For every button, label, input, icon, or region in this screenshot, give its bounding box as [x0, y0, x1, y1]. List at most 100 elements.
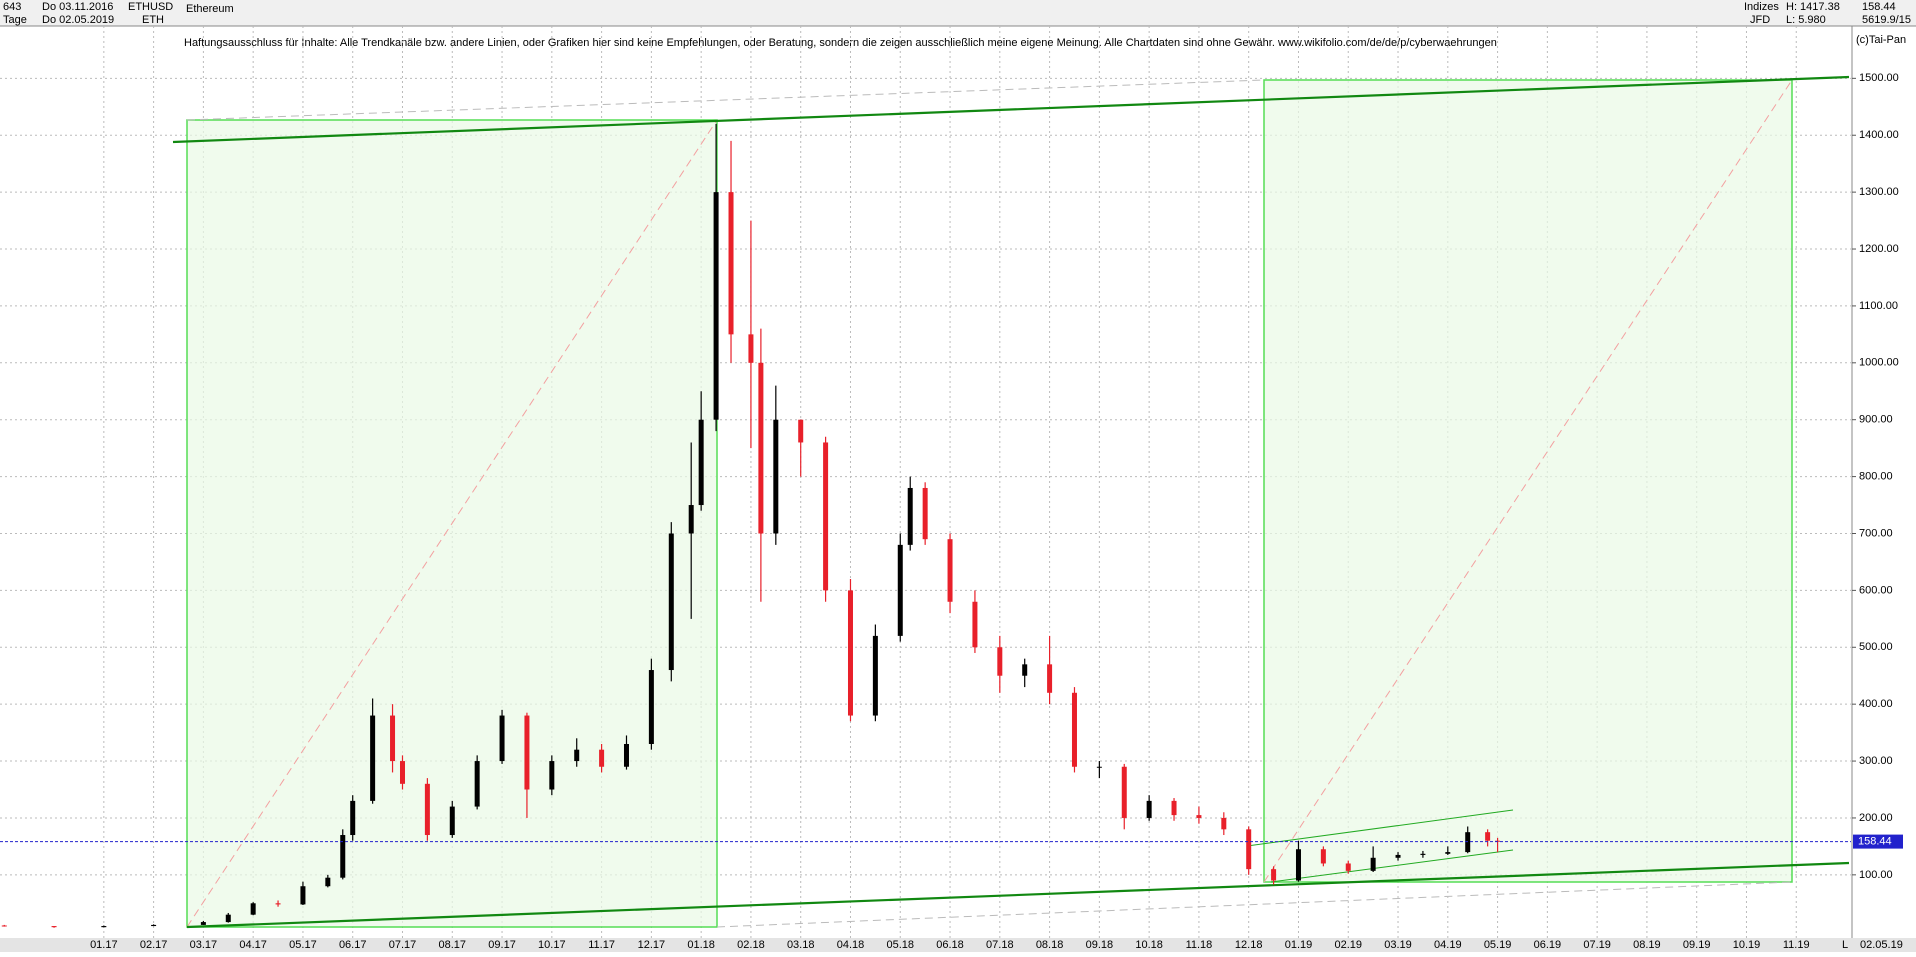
candle-body	[151, 924, 157, 927]
y-tick-label: 200.00	[1859, 812, 1893, 824]
candle-body	[1320, 849, 1326, 864]
candle-body	[1246, 829, 1252, 870]
y-tick-label: 1100.00	[1859, 300, 1898, 312]
y-tick-label: 1200.00	[1859, 243, 1899, 255]
x-tick-label: 05.19	[1484, 939, 1512, 951]
candle-body	[449, 806, 455, 836]
x-tick-label: 09.17	[488, 939, 516, 951]
candle-body	[1221, 817, 1227, 830]
candle-body	[499, 715, 505, 762]
y-tick-label: 500.00	[1859, 641, 1893, 653]
x-tick-label: 12.18	[1235, 939, 1263, 951]
candle-body	[1420, 853, 1426, 855]
x-tick-label: 05.18	[886, 939, 914, 951]
y-tick-label: 800.00	[1859, 471, 1893, 483]
candle-body	[907, 487, 913, 545]
candle-body	[1146, 800, 1152, 818]
candle-body	[1271, 869, 1277, 881]
x-tick-label: 04.18	[837, 939, 865, 951]
channel-line	[1246, 809, 1514, 847]
candle-body	[972, 601, 978, 648]
x-tick-label: 02.19	[1334, 939, 1362, 951]
candle-body	[798, 419, 804, 443]
source: JFD	[1750, 14, 1770, 26]
end-date[interactable]: Do 02.05.2019	[42, 14, 114, 26]
x-tick-label: 01.18	[687, 939, 715, 951]
candle-body	[758, 362, 764, 534]
short-symbol: ETH	[142, 14, 164, 26]
x-tick-label: 05.17	[289, 939, 317, 951]
x-tick-label: 08.17	[439, 939, 467, 951]
disclaimer: Haftungsausschluss für Inhalte: Alle Tre…	[184, 37, 1497, 49]
x-tick-label: 10.17	[538, 939, 566, 951]
y-tick-label: 1400.00	[1859, 129, 1899, 141]
candle-body	[1, 925, 7, 927]
x-tick-label: 03.18	[787, 939, 815, 951]
diagonal	[186, 119, 718, 928]
candle-body	[668, 533, 674, 671]
x-tick-label: 08.18	[1036, 939, 1064, 951]
candle-body	[474, 761, 480, 807]
y-tick-label: 1300.00	[1859, 186, 1899, 198]
candle-body	[599, 749, 605, 767]
diagonal	[186, 79, 1265, 121]
candle-body	[101, 926, 107, 928]
candle-body	[1071, 692, 1077, 767]
price-label-box	[1853, 834, 1903, 849]
symbol: ETHUSD	[128, 1, 173, 13]
x-tick-label: 08.19	[1633, 939, 1661, 951]
x-tick-label: 07.17	[389, 939, 417, 951]
start-date[interactable]: Do 03.11.2016	[42, 1, 113, 13]
candle-body	[872, 635, 878, 716]
x-tick-label: 02.17	[140, 939, 168, 951]
candle-body	[947, 539, 953, 602]
y-tick-label: 700.00	[1859, 527, 1893, 539]
candle-body	[225, 914, 231, 923]
candle-body	[370, 715, 376, 801]
group: Indizes	[1744, 1, 1779, 13]
x-tick-label: 07.18	[986, 939, 1014, 951]
period[interactable]: Tage	[3, 14, 27, 26]
candle-body	[325, 877, 331, 887]
candle-body	[1171, 800, 1177, 816]
x-tick-label: 11.18	[1186, 939, 1213, 951]
copyright: (c)Tai-Pan	[1856, 34, 1906, 46]
x-tick-label: 03.19	[1384, 939, 1412, 951]
y-tick-label: 400.00	[1859, 698, 1893, 710]
corner: L	[1842, 939, 1848, 951]
candle-body	[1047, 664, 1053, 693]
x-axis-bar	[0, 938, 1916, 952]
y-tick-label: 1500.00	[1859, 72, 1899, 84]
x-tick-label: 03.17	[190, 939, 218, 951]
candle-body	[424, 783, 430, 836]
candle-body	[1485, 832, 1491, 841]
candle-body	[399, 761, 405, 784]
diagonal	[716, 881, 1793, 928]
candle-body	[713, 192, 719, 420]
channel-line	[1270, 849, 1514, 883]
candle-body	[728, 192, 734, 335]
x-tick-label: 06.17	[339, 939, 367, 951]
x-tick-label: 12.17	[638, 939, 666, 951]
trend-line	[172, 75, 1850, 144]
x-tick-label: 10.19	[1733, 939, 1761, 951]
toolbar	[0, 0, 1916, 26]
x-tick-label: 11.19	[1783, 939, 1810, 951]
candle-body	[340, 835, 346, 878]
x-tick-label: 06.19	[1534, 939, 1562, 951]
candle-body	[1096, 766, 1102, 768]
y-tick-label: 600.00	[1859, 584, 1893, 596]
last: 158.44	[1862, 1, 1896, 13]
candle-body	[1345, 863, 1351, 871]
candle-body	[688, 505, 694, 534]
candle-body	[1295, 849, 1301, 881]
candle-body	[623, 743, 629, 767]
trend-line	[186, 861, 1850, 929]
count[interactable]: 643	[3, 1, 21, 13]
candle-body	[300, 886, 306, 905]
candle-body	[897, 544, 903, 636]
candle-body	[1022, 664, 1028, 676]
candle-body	[250, 903, 256, 915]
high: H: 1417.38	[1786, 1, 1840, 13]
candle-body	[275, 903, 281, 905]
